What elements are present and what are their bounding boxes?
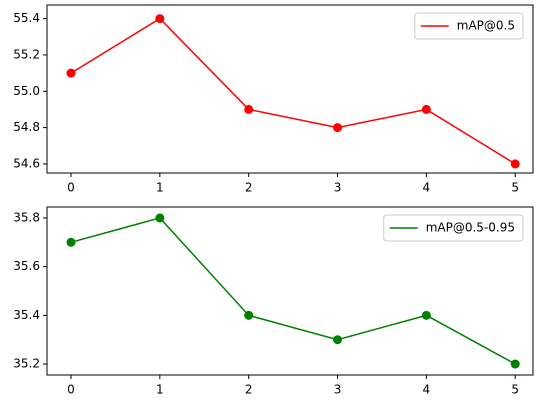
x-tick-label: 3 — [334, 383, 342, 397]
y-tick-label: 35.6 — [13, 259, 40, 273]
series-line — [70, 17, 516, 165]
y-tick-label: 55.2 — [13, 47, 40, 61]
legend-box — [414, 12, 524, 40]
point — [155, 14, 165, 24]
y-tick-label: 35.8 — [13, 210, 40, 224]
axes-frame — [46, 206, 534, 376]
y-tick-label: 35.4 — [13, 308, 40, 322]
point — [66, 68, 76, 78]
y-tick-label: 35.2 — [13, 357, 40, 371]
x-tick-label: 4 — [423, 383, 431, 397]
y-tick-label: 55.4 — [13, 11, 40, 25]
x-tick-label: 2 — [245, 383, 253, 397]
legend-label: mAP@0.5 — [457, 19, 515, 33]
axes-frame — [46, 4, 534, 174]
point — [510, 359, 520, 369]
x-tick-label: 5 — [511, 181, 519, 195]
x-tick-label: 5 — [511, 383, 519, 397]
x-tick-label: 2 — [245, 181, 253, 195]
x-tick-label: 0 — [67, 383, 75, 397]
point — [333, 123, 343, 133]
point — [244, 104, 254, 114]
y-tick-label: 55.0 — [13, 84, 40, 98]
legend-label: mAP@0.5-0.95 — [426, 221, 515, 235]
x-tick-label: 4 — [423, 181, 431, 195]
point — [155, 213, 165, 223]
point — [66, 237, 76, 247]
point — [244, 310, 254, 320]
x-tick-label: 0 — [67, 181, 75, 195]
y-tick-label: 54.6 — [13, 156, 40, 170]
series-line — [70, 217, 516, 365]
x-tick-label: 1 — [156, 383, 164, 397]
point — [421, 310, 431, 320]
legend-box — [383, 214, 524, 242]
point — [333, 335, 343, 345]
point — [421, 104, 431, 114]
x-tick-label: 1 — [156, 181, 164, 195]
point — [510, 159, 520, 169]
x-tick-label: 3 — [334, 181, 342, 195]
y-tick-label: 54.8 — [13, 120, 40, 134]
